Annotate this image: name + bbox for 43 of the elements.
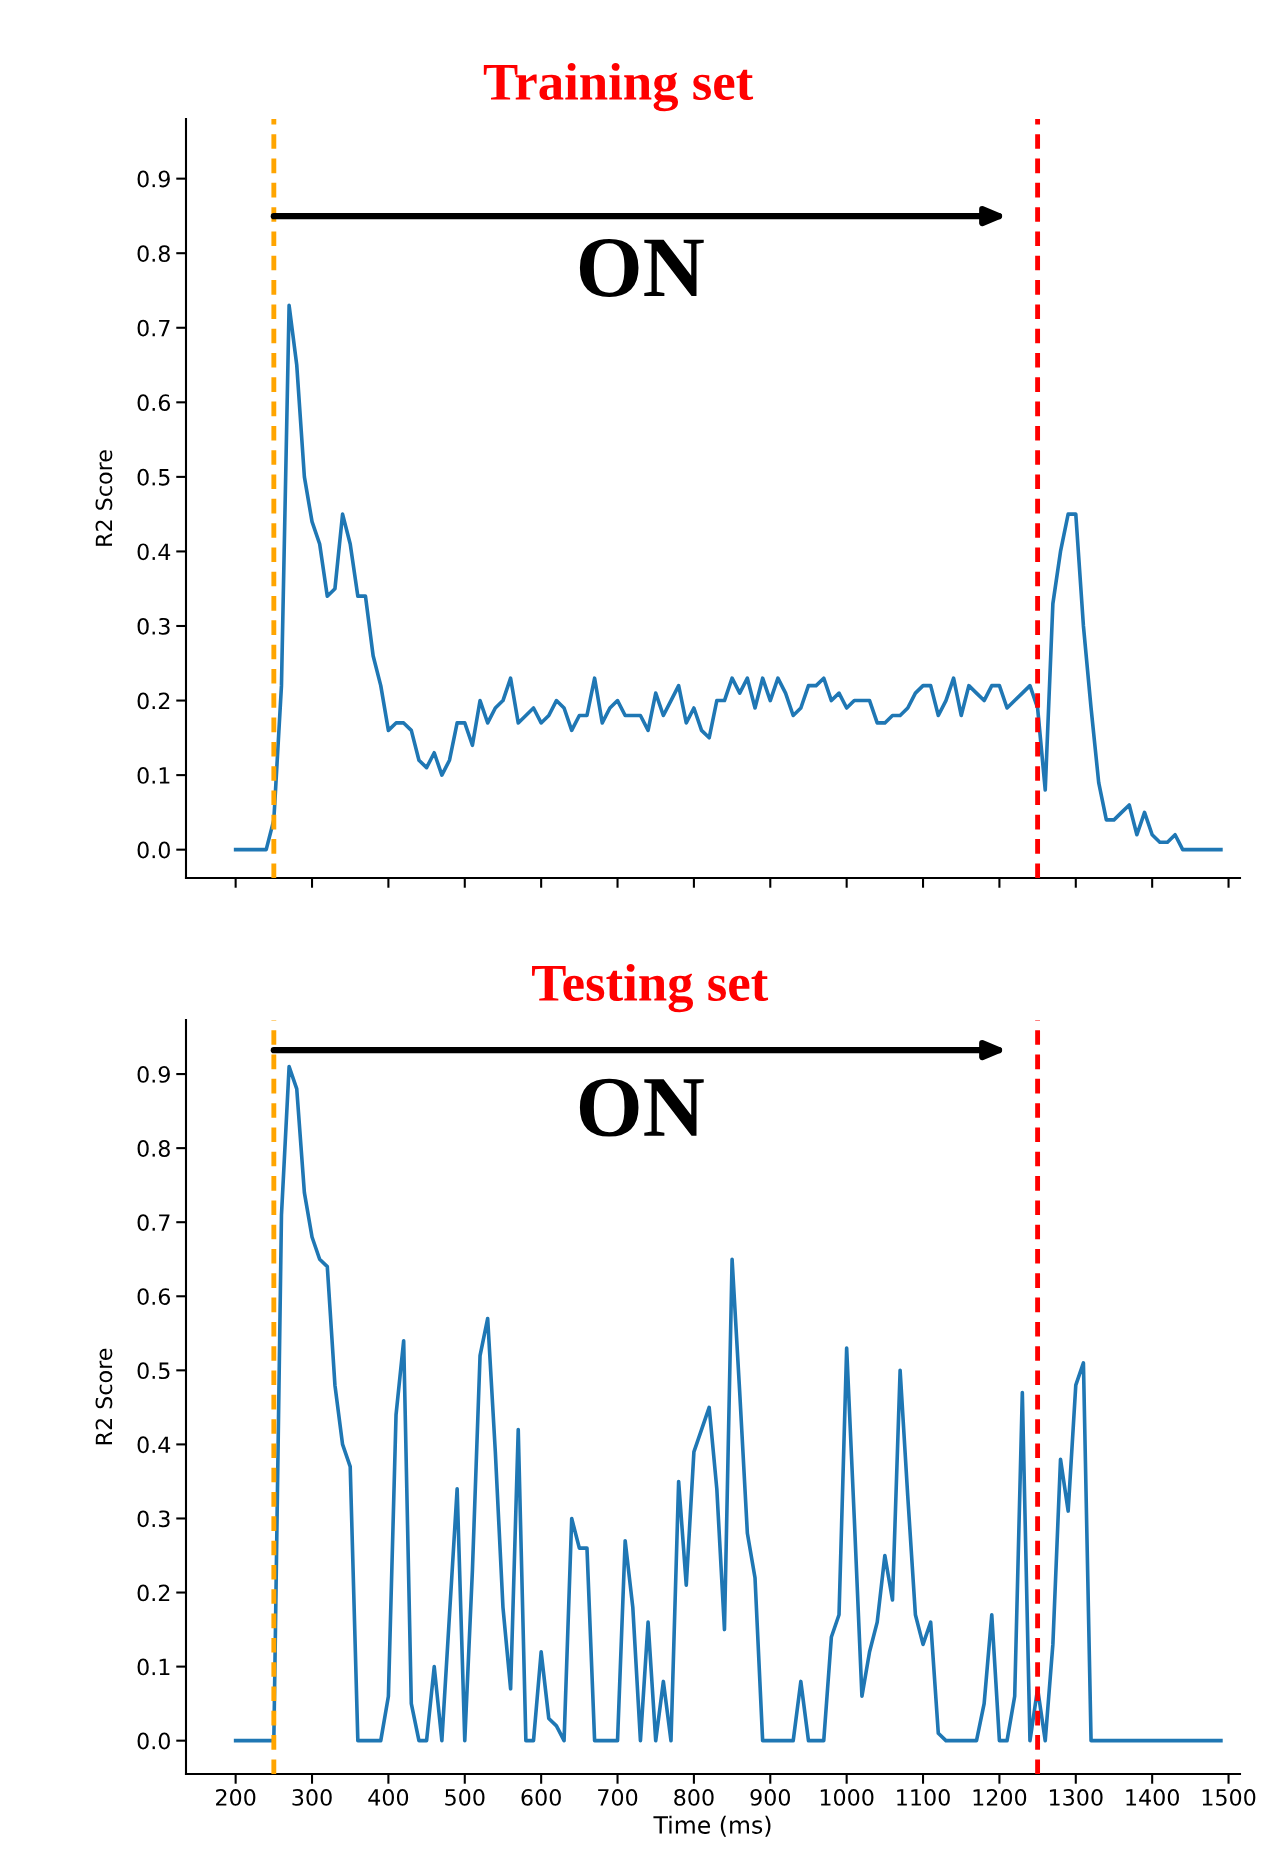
y-tick-label: 0.1 <box>137 1658 170 1676</box>
line-series <box>233 1064 1223 1743</box>
x-axis-title: Time (ms) <box>653 1815 771 1837</box>
annotation: ON <box>579 239 704 297</box>
annotation: ON <box>579 1078 704 1137</box>
y-tick-label: 0.3 <box>137 1510 170 1528</box>
x-tick-label: 300 <box>292 1788 332 1806</box>
x-tick-label: 900 <box>750 1788 791 1806</box>
y-tick-label: 0.2 <box>137 692 170 710</box>
x-tick-label: 1500 <box>1202 1788 1256 1806</box>
x-tick-label: 1100 <box>897 1788 950 1806</box>
x-tick-label: 800 <box>674 1788 714 1806</box>
y-tick-label: 0.7 <box>137 319 170 337</box>
y-tick-label: 0.5 <box>137 1362 170 1380</box>
chart-title: Training set <box>483 62 754 112</box>
y-tick-label: 0.0 <box>137 1732 170 1750</box>
y-axis-title: R2 Score <box>95 450 113 546</box>
x-tick-label: 200 <box>216 1788 256 1806</box>
y-tick-label: 0.3 <box>137 617 170 635</box>
y-tick-label: 0.7 <box>137 1214 170 1231</box>
y-tick-label: 0.9 <box>137 1066 170 1083</box>
y-axis-title: R2 Score <box>95 1348 113 1445</box>
y-tick-label: 0.0 <box>137 841 170 859</box>
y-tick-label: 0.9 <box>137 170 170 188</box>
y-tick-label: 0.8 <box>137 245 170 262</box>
x-tick-label: 400 <box>368 1788 409 1806</box>
chart-title: Testing set <box>532 963 769 1013</box>
y-tick-label: 0.4 <box>137 1436 171 1454</box>
y-tick-label: 0.6 <box>137 1288 171 1306</box>
x-tick-label: 1400 <box>1126 1788 1179 1806</box>
y-tick-label: 0.6 <box>137 394 171 412</box>
x-tick-label: 1000 <box>820 1788 874 1806</box>
x-tick-label: 1300 <box>1049 1788 1103 1806</box>
y-tick-label: 0.1 <box>137 767 170 784</box>
x-tick-label: 600 <box>521 1788 561 1806</box>
x-tick-label: 1200 <box>973 1788 1027 1806</box>
y-tick-label: 0.5 <box>137 468 170 486</box>
x-tick-label: 700 <box>598 1788 638 1806</box>
line-series <box>233 303 1223 852</box>
y-tick-label: 0.8 <box>137 1140 170 1157</box>
y-tick-label: 0.2 <box>137 1584 170 1602</box>
x-tick-label: 500 <box>445 1788 485 1806</box>
y-tick-label: 0.4 <box>137 543 171 561</box>
